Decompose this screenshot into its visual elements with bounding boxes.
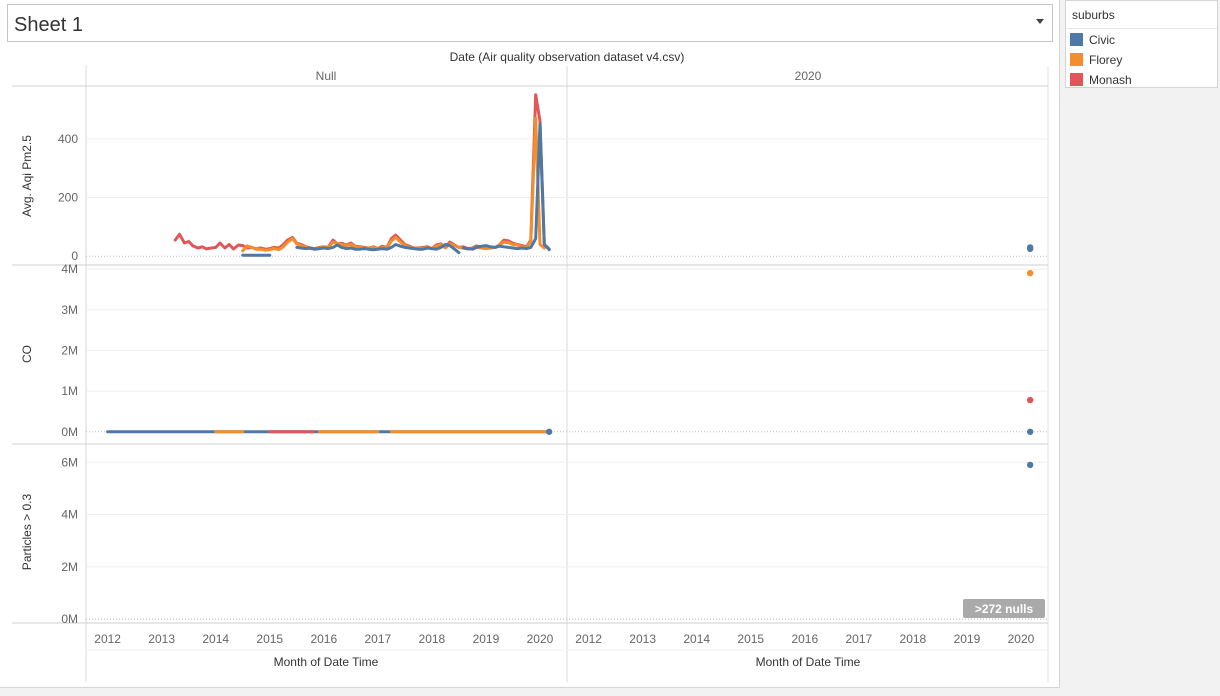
legend-swatch bbox=[1070, 73, 1083, 86]
y-tick-label: 4M bbox=[61, 508, 78, 522]
nulls-badge-text: >272 nulls bbox=[975, 602, 1034, 616]
side-panel-background bbox=[1060, 0, 1220, 696]
x-tick-label: 2020 bbox=[527, 632, 554, 646]
y-tick-label: 200 bbox=[58, 191, 78, 205]
legend-label: Florey bbox=[1089, 53, 1123, 67]
column-header-null: Null bbox=[316, 69, 337, 83]
x-tick-label: 2013 bbox=[148, 632, 175, 646]
x-tick-label: 2013 bbox=[629, 632, 656, 646]
y-tick-label: 6M bbox=[61, 455, 78, 469]
x-tick-label: 2012 bbox=[94, 632, 121, 646]
x-tick-label: 2017 bbox=[845, 632, 872, 646]
x-tick-label: 2015 bbox=[737, 632, 764, 646]
y-tick-label: 2M bbox=[61, 343, 78, 357]
x-tick-label: 2016 bbox=[310, 632, 337, 646]
x-tick-label: 2016 bbox=[791, 632, 818, 646]
x-tick-label: 2017 bbox=[364, 632, 391, 646]
x-tick-label: 2012 bbox=[575, 632, 602, 646]
y-tick-label: 0 bbox=[71, 249, 78, 263]
series-line-florey bbox=[241, 116, 546, 253]
x-tick-label: 2018 bbox=[419, 632, 446, 646]
chart-title: Date (Air quality observation dataset v4… bbox=[450, 50, 685, 64]
legend-swatch bbox=[1070, 33, 1083, 46]
nulls-badge[interactable]: >272 nulls bbox=[963, 599, 1045, 618]
series-line-civic bbox=[295, 243, 461, 255]
legend-item-florey[interactable]: Florey bbox=[1070, 52, 1210, 68]
x-tick-label: 2015 bbox=[256, 632, 283, 646]
nulls-badge-bg bbox=[963, 599, 1045, 618]
y-axis-label-particles: Particles > 0.3 bbox=[20, 493, 34, 570]
y-tick-label: 0M bbox=[61, 425, 78, 439]
point-2020-civic bbox=[1026, 428, 1034, 435]
worksheet bbox=[0, 0, 1060, 688]
point-2020-florey bbox=[1026, 269, 1034, 277]
point-2020-civic bbox=[1026, 461, 1034, 469]
y-tick-label: 4M bbox=[61, 262, 78, 276]
legend-swatch bbox=[1070, 53, 1083, 66]
sheet-title: Sheet 1 bbox=[14, 14, 83, 36]
legend-divider bbox=[1066, 28, 1217, 29]
y-tick-label: 2M bbox=[61, 560, 78, 574]
series-line-monash bbox=[173, 93, 551, 251]
x-tick-label: 2014 bbox=[202, 632, 229, 646]
y-tick-label: 3M bbox=[61, 303, 78, 317]
x-tick-label: 2020 bbox=[1008, 632, 1035, 646]
x-tick-label: 2018 bbox=[900, 632, 927, 646]
point-2020-civic bbox=[1026, 244, 1034, 251]
y-tick-label: 0M bbox=[61, 612, 78, 626]
legend-label: Civic bbox=[1089, 33, 1115, 47]
column-header-2020: 2020 bbox=[795, 69, 822, 83]
dropdown-caret-icon[interactable] bbox=[1036, 19, 1044, 24]
legend-label: Monash bbox=[1089, 73, 1132, 87]
end-point-civic bbox=[545, 428, 553, 435]
x-axis-label: Month of Date Time bbox=[274, 655, 379, 669]
bottom-background bbox=[0, 688, 1060, 696]
sheet-title-bar[interactable]: Sheet 1 bbox=[7, 4, 1053, 42]
series-line-civic bbox=[461, 122, 551, 252]
y-tick-label: 1M bbox=[61, 384, 78, 398]
plot-layer: 2012 2013 2014 2015 2016 2017 2018 2019 2020 2012… bbox=[12, 66, 1049, 682]
x-tick-label: 2019 bbox=[473, 632, 500, 646]
x-tick-label: 2014 bbox=[683, 632, 710, 646]
legend-title: suburbs bbox=[1072, 8, 1115, 22]
legend-item-monash[interactable]: Monash bbox=[1070, 72, 1210, 88]
y-axis-label-co: CO bbox=[20, 345, 34, 363]
x-tick-label: 2019 bbox=[954, 632, 981, 646]
chart-area[interactable]: Date (Air quality observation dataset v4… bbox=[0, 0, 1060, 688]
y-axis-label-pm25: Avg. Aqi Pm2.5 bbox=[20, 135, 34, 217]
x-axis-label: Month of Date Time bbox=[756, 655, 861, 669]
color-legend: suburbs Civic Florey Monash bbox=[1065, 0, 1218, 88]
point-2020-monash bbox=[1026, 396, 1034, 404]
y-tick-label: 400 bbox=[58, 132, 78, 146]
legend-item-civic[interactable]: Civic bbox=[1070, 32, 1210, 48]
